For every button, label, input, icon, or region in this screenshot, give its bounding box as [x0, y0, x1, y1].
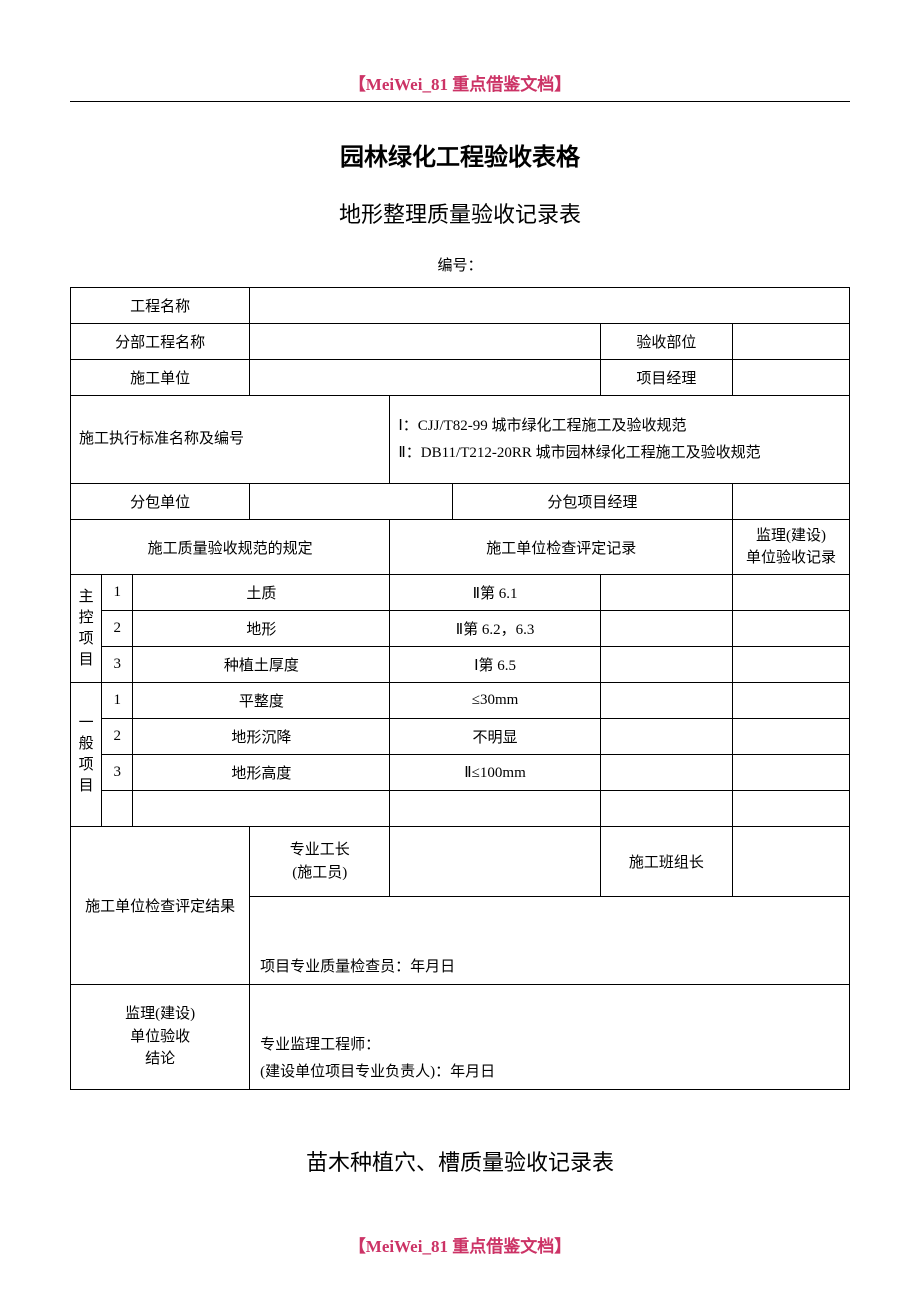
table-row: 施工质量验收规范的规定 施工单位检查评定记录 监理(建设) 单位验收记录 [71, 520, 850, 575]
cell-no: 1 [102, 683, 133, 719]
cell-no: 1 [102, 575, 133, 611]
value-project-manager [733, 360, 850, 396]
cell-spec: Ⅱ≤100mm [390, 755, 600, 791]
construction-owner-line: (建设单位项目专业负责人)：年月日 [260, 1060, 845, 1081]
cell-no: 3 [102, 755, 133, 791]
label-general-items: 一般项目 [71, 683, 102, 827]
cell-supervision [733, 755, 850, 791]
cell-name: 土质 [133, 575, 390, 611]
table-row: 2 地形 Ⅱ第 6.2，6.3 [71, 611, 850, 647]
value-acceptance-part [733, 324, 850, 360]
table-row: 3 地形高度 Ⅱ≤100mm [71, 755, 850, 791]
value-sub-pm [733, 484, 850, 520]
table-row: 监理(建设) 单位验收 结论 专业监理工程师： (建设单位项目专业负责人)：年月… [71, 985, 850, 1090]
value-project-name [250, 288, 850, 324]
cell-supervision [733, 791, 850, 827]
cell-check [600, 755, 732, 791]
next-table-title: 苗木种植穴、槽质量验收记录表 [70, 1145, 850, 1177]
table-row: 分包单位 分包项目经理 [71, 484, 850, 520]
cell-spec: ≤30mm [390, 683, 600, 719]
label-main-items: 主控项目 [71, 575, 102, 683]
cell-supervision [733, 683, 850, 719]
table-row: 3 种植土厚度 Ⅰ第 6.5 [71, 647, 850, 683]
table-row: 施工单位检查评定结果 专业工长 (施工员) 施工班组长 [71, 827, 850, 897]
label-supervision-conclusion: 监理(建设) 单位验收 结论 [71, 985, 250, 1090]
cell-no: 2 [102, 611, 133, 647]
signature-inspector: 项目专业质量检查员：年月日 [250, 897, 850, 985]
title-sub: 地形整理质量验收记录表 [70, 197, 850, 229]
cell-supervision [733, 647, 850, 683]
label-project-manager: 项目经理 [600, 360, 732, 396]
label-acceptance-part: 验收部位 [600, 324, 732, 360]
header-spec: 施工质量验收规范的规定 [71, 520, 390, 575]
value-subcontractor [250, 484, 453, 520]
cell-supervision [733, 575, 850, 611]
table-row: 一般项目 1 平整度 ≤30mm [71, 683, 850, 719]
acceptance-form-table: 工程名称 分部工程名称 验收部位 施工单位 项目经理 施工执行标准名称及编号 Ⅰ… [70, 287, 850, 1090]
signature-supervision: 专业监理工程师： (建设单位项目专业负责人)：年月日 [250, 985, 850, 1090]
label-sub-project: 分部工程名称 [71, 324, 250, 360]
table-row: 工程名称 [71, 288, 850, 324]
value-team-leader [733, 827, 850, 897]
footer-tag: 【MeiWei_81 重点借鉴文档】 [70, 1232, 850, 1257]
cell-spec: Ⅱ第 6.2，6.3 [390, 611, 600, 647]
cell-no [102, 791, 133, 827]
cell-spec: Ⅱ第 6.1 [390, 575, 600, 611]
cell-name: 地形沉降 [133, 719, 390, 755]
cell-spec: Ⅰ第 6.5 [390, 647, 600, 683]
label-subcontractor: 分包单位 [71, 484, 250, 520]
cell-check [600, 683, 732, 719]
label-foreman: 专业工长 (施工员) [250, 827, 390, 897]
cell-supervision [733, 611, 850, 647]
table-row: 分部工程名称 验收部位 [71, 324, 850, 360]
cell-check [600, 791, 732, 827]
cell-name: 平整度 [133, 683, 390, 719]
label-project-name: 工程名称 [71, 288, 250, 324]
cell-no: 2 [102, 719, 133, 755]
cell-no: 3 [102, 647, 133, 683]
cell-name: 种植土厚度 [133, 647, 390, 683]
cell-check [600, 575, 732, 611]
cell-spec: 不明显 [390, 719, 600, 755]
cell-name: 地形 [133, 611, 390, 647]
supervisor-engineer-line: 专业监理工程师： [260, 1033, 845, 1054]
header-check-record: 施工单位检查评定记录 [390, 520, 733, 575]
value-construction-unit [250, 360, 601, 396]
label-unit-result: 施工单位检查评定结果 [71, 827, 250, 985]
value-foreman [390, 827, 600, 897]
value-standard: Ⅰ：CJJ/T82-99 城市绿化工程施工及验收规范 Ⅱ：DB11/T212-2… [390, 396, 850, 484]
table-row: 主控项目 1 土质 Ⅱ第 6.1 [71, 575, 850, 611]
label-construction-unit: 施工单位 [71, 360, 250, 396]
table-row: 施工单位 项目经理 [71, 360, 850, 396]
table-row: 2 地形沉降 不明显 [71, 719, 850, 755]
value-sub-project [250, 324, 601, 360]
cell-check [600, 611, 732, 647]
cell-supervision [733, 719, 850, 755]
cell-spec [390, 791, 600, 827]
cell-check [600, 647, 732, 683]
label-standard: 施工执行标准名称及编号 [71, 396, 390, 484]
table-row: 施工执行标准名称及编号 Ⅰ：CJJ/T82-99 城市绿化工程施工及验收规范 Ⅱ… [71, 396, 850, 484]
cell-name [133, 791, 390, 827]
cell-check [600, 719, 732, 755]
label-sub-pm: 分包项目经理 [452, 484, 732, 520]
title-main: 园林绿化工程验收表格 [70, 137, 850, 172]
label-team-leader: 施工班组长 [600, 827, 732, 897]
table-row [71, 791, 850, 827]
cell-name: 地形高度 [133, 755, 390, 791]
serial-number-label: 编号： [70, 254, 850, 275]
header-tag: 【MeiWei_81 重点借鉴文档】 [70, 70, 850, 102]
header-supervision: 监理(建设) 单位验收记录 [733, 520, 850, 575]
